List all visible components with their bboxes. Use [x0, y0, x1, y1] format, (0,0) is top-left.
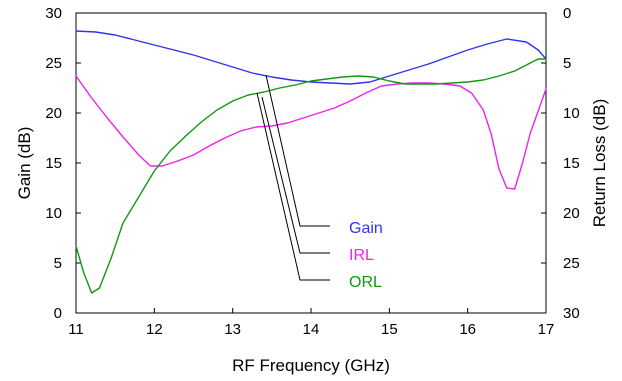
legend-leader-line: [265, 74, 330, 227]
legend-leader-line: [256, 92, 330, 281]
legend-label-irl: IRL: [349, 247, 374, 264]
x-tick-label: 14: [303, 321, 320, 338]
right-tick-label: 5: [563, 55, 571, 72]
right-axis-title: Return Loss (dB): [590, 99, 609, 228]
right-tick-label: 25: [563, 255, 580, 272]
left-tick-label: 5: [54, 255, 62, 272]
x-tick-label: 11: [68, 321, 84, 338]
x-tick-label: 13: [224, 321, 241, 338]
legend-leader-line: [261, 96, 330, 254]
irl-line: [75, 75, 547, 190]
left-axis-title: Gain (dB): [15, 127, 34, 200]
left-tick-label: 30: [45, 5, 62, 22]
right-tick-label: 0: [563, 5, 571, 22]
x-axis-title: RF Frequency (GHz): [232, 356, 390, 375]
right-tick-label: 20: [563, 205, 580, 222]
x-tick-label: 17: [538, 321, 555, 338]
left-tick-label: 0: [54, 305, 62, 322]
legend-label-orl: ORL: [349, 274, 382, 291]
series-layer: [75, 30, 547, 294]
left-tick-label: 20: [45, 105, 62, 122]
gain-line: [75, 30, 547, 85]
x-tick-label: 12: [146, 321, 163, 338]
left-tick-label: 15: [45, 155, 62, 172]
left-tick-label: 10: [45, 205, 62, 222]
legend: Gain IRL ORL: [256, 74, 383, 291]
x-tick-label: 15: [381, 321, 398, 338]
x-tick-label: 16: [459, 321, 476, 338]
legend-label-gain: Gain: [349, 220, 383, 237]
x-axis-ticks: 11 12 13 14 15 16 17: [68, 308, 554, 338]
right-axis-ticks: 0 5 10 15 20 25 30: [541, 5, 580, 322]
right-tick-label: 30: [563, 305, 580, 322]
left-tick-label: 25: [45, 55, 62, 72]
left-axis-ticks: 0 5 10 15 20 25 30: [45, 5, 81, 322]
right-tick-label: 10: [563, 105, 580, 122]
right-tick-label: 15: [563, 155, 580, 172]
orl-line: [75, 58, 547, 294]
